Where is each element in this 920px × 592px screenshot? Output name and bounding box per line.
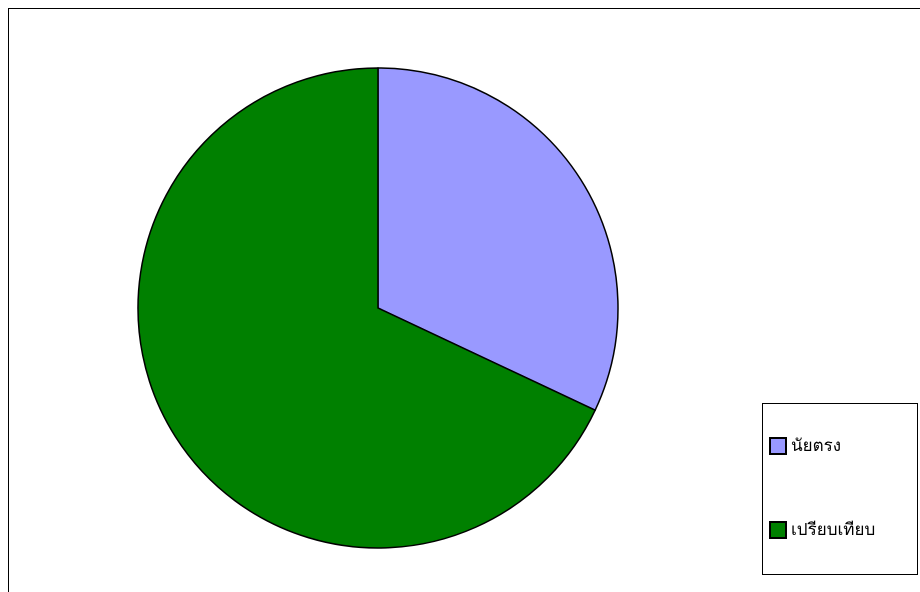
legend-box [762, 403, 918, 575]
legend-swatch [769, 521, 787, 539]
pie-slice [137, 67, 597, 549]
legend-label: เปรียบเทียบ [791, 520, 875, 540]
legend-label: นัยตรง [791, 436, 841, 456]
pie-slice [377, 67, 619, 412]
legend-swatch [769, 437, 787, 455]
